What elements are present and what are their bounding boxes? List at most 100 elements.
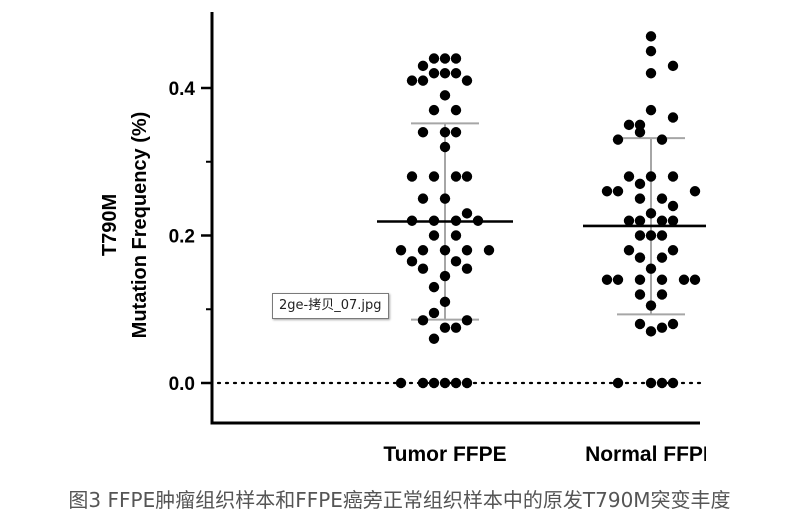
data-point	[417, 263, 429, 274]
data-point	[667, 215, 679, 226]
mean-lines	[377, 220, 706, 228]
y-axis-label-group: T790M Mutation Frequency (%)	[99, 112, 151, 339]
data-point	[623, 119, 635, 131]
data-point	[439, 322, 451, 333]
y-axis-label-line1: T790M	[99, 194, 121, 256]
data-point	[689, 186, 701, 197]
data-point	[450, 322, 462, 333]
data-point	[667, 377, 679, 389]
data-point	[667, 171, 679, 182]
data-point	[623, 215, 635, 226]
data-point	[406, 75, 418, 86]
data-point	[417, 60, 429, 72]
data-point	[667, 60, 679, 72]
data-point	[395, 245, 407, 256]
data-point	[689, 274, 701, 285]
data-point	[645, 171, 657, 182]
data-point	[450, 53, 462, 64]
y-axis-label-line2: Mutation Frequency (%)	[129, 112, 151, 339]
axes	[210, 12, 700, 425]
data-point	[428, 281, 440, 293]
data-point	[461, 377, 473, 389]
data-point	[428, 377, 440, 389]
data-point	[483, 245, 495, 256]
y-tick-label: 0.0	[169, 374, 195, 395]
data-point	[612, 186, 624, 197]
data-point	[601, 274, 613, 285]
data-point	[634, 318, 646, 330]
data-point	[645, 68, 657, 79]
data-point	[439, 53, 451, 64]
data-point	[634, 215, 646, 226]
category-labels: Tumor FFPE Normal FFPE	[383, 443, 706, 466]
data-point	[428, 171, 440, 182]
data-point	[439, 90, 451, 101]
data-point	[634, 193, 646, 204]
data-point	[450, 377, 462, 389]
figure-caption: 图3 FFPE肿瘤组织样本和FFPE癌旁正常组织样本中的原发T790M突变丰度	[68, 488, 731, 512]
data-point	[645, 230, 657, 241]
chart-card: 0.0 0.2 0.4 T790M Mutation Frequency (%) T…	[94, 0, 706, 470]
x-category-label: Normal FFPE	[585, 443, 706, 466]
data-point	[439, 127, 451, 138]
data-point	[645, 208, 657, 219]
data-point	[656, 289, 668, 300]
data-point	[450, 230, 462, 241]
data-point	[439, 193, 451, 204]
data-point	[461, 263, 473, 274]
data-point	[406, 256, 418, 267]
data-point	[623, 245, 635, 256]
data-point	[450, 127, 462, 138]
data-point	[667, 245, 679, 256]
data-point	[439, 377, 451, 389]
data-point	[439, 296, 451, 308]
data-point	[667, 112, 679, 123]
data-point	[450, 171, 462, 182]
data-point	[450, 256, 462, 267]
data-point	[461, 75, 473, 86]
file-name-tooltip: 2ge-拷贝_07.jpg	[272, 293, 389, 319]
data-point	[417, 75, 429, 86]
data-point	[634, 119, 646, 131]
data-point	[623, 171, 635, 182]
y-ticks: 0.0 0.2 0.4	[169, 79, 212, 395]
data-point	[656, 193, 668, 204]
data-point	[395, 377, 407, 389]
data-point	[461, 245, 473, 256]
data-point	[645, 377, 657, 389]
data-point	[417, 127, 429, 138]
data-point	[428, 230, 440, 241]
scatter-plot: 0.0 0.2 0.4 T790M Mutation Frequency (%) T…	[99, 12, 706, 466]
data-point	[678, 274, 690, 285]
data-point	[656, 230, 668, 241]
data-point	[428, 333, 440, 344]
data-point	[461, 171, 473, 182]
data-point	[461, 315, 473, 326]
data-point	[601, 186, 613, 197]
data-point	[439, 141, 451, 153]
y-tick-label: 0.2	[169, 227, 195, 248]
data-point	[428, 307, 440, 319]
data-point	[450, 104, 462, 116]
data-point	[656, 252, 668, 263]
data-point	[428, 104, 440, 116]
data-point	[656, 377, 668, 389]
data-point	[450, 68, 462, 79]
data-point	[634, 230, 646, 241]
data-point	[612, 134, 624, 145]
data-point	[634, 252, 646, 263]
data-point	[417, 193, 429, 204]
data-point	[645, 31, 657, 42]
data-points	[395, 31, 701, 389]
data-point	[634, 274, 646, 285]
data-point	[656, 215, 668, 226]
data-point	[645, 300, 657, 311]
data-point	[612, 377, 624, 389]
data-point	[656, 134, 668, 145]
data-point	[656, 274, 668, 285]
data-point	[645, 45, 657, 57]
data-point	[461, 208, 473, 219]
data-point	[634, 127, 646, 138]
data-point	[645, 104, 657, 116]
data-point	[667, 318, 679, 330]
